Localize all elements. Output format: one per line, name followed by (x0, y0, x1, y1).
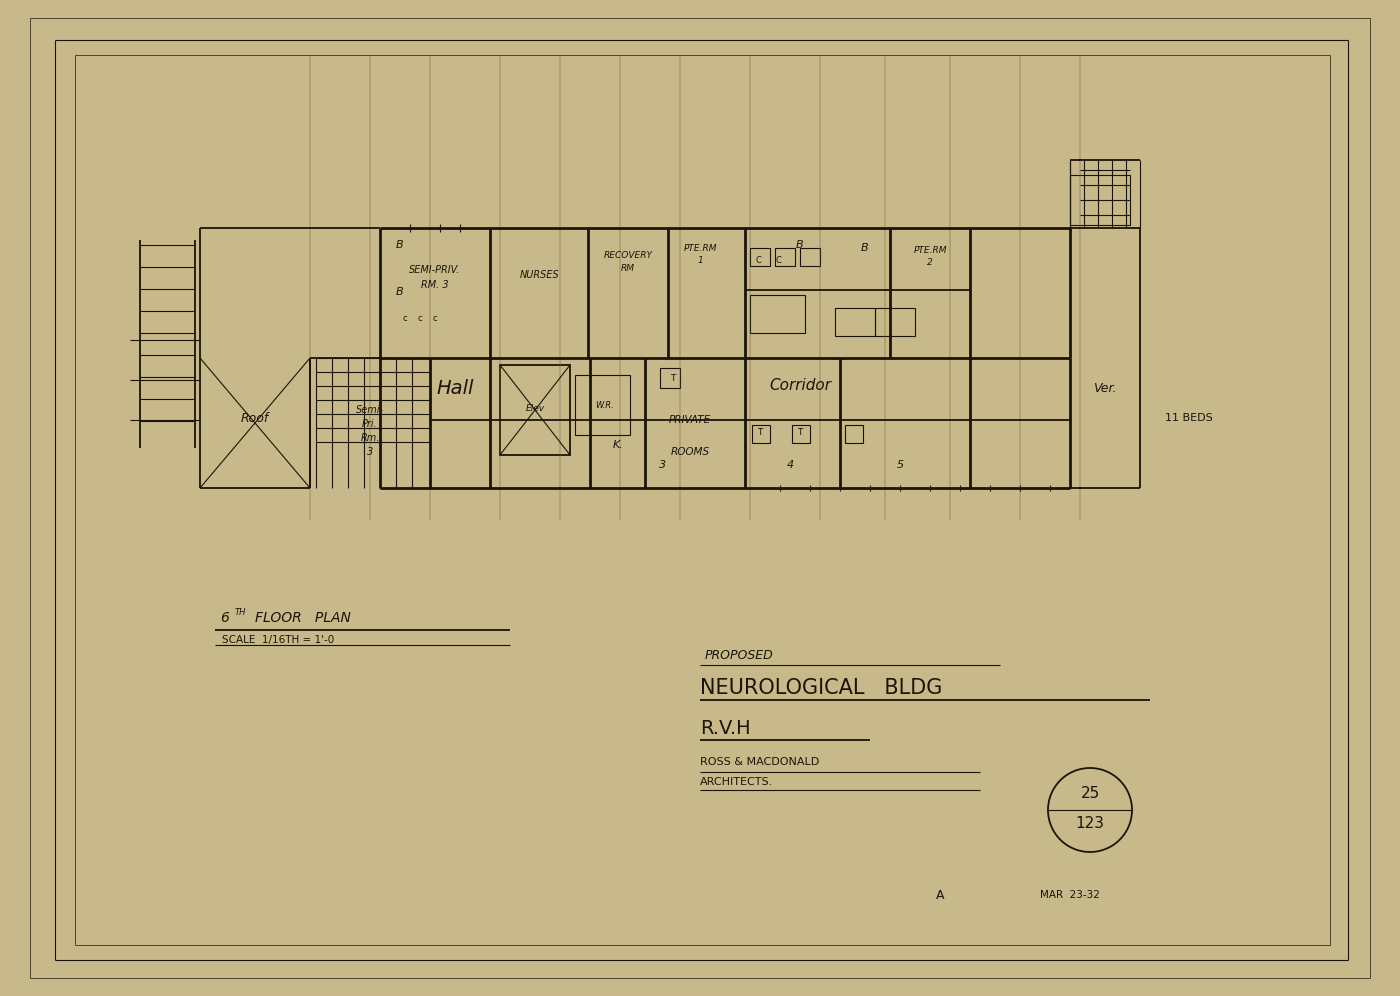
Text: 4: 4 (787, 460, 794, 470)
Text: 3: 3 (367, 447, 374, 457)
Text: K.: K. (613, 440, 623, 450)
Text: 1: 1 (697, 256, 703, 265)
Text: NURSES: NURSES (521, 270, 560, 280)
Text: PROPOSED: PROPOSED (706, 648, 774, 661)
Text: Pri.: Pri. (363, 419, 378, 429)
Text: c: c (433, 314, 437, 323)
Text: Rm.: Rm. (360, 433, 379, 443)
Text: RECOVERY: RECOVERY (603, 251, 652, 260)
Text: T: T (757, 427, 763, 436)
Text: Hall: Hall (437, 378, 473, 397)
Text: 5: 5 (896, 460, 903, 470)
Bar (834, 308, 875, 336)
Text: 123: 123 (1075, 816, 1105, 831)
Text: Elev: Elev (525, 403, 545, 412)
Text: Ver.: Ver. (1093, 381, 1117, 394)
Text: TH: TH (235, 608, 246, 617)
Bar (575, 375, 630, 435)
Text: C: C (755, 256, 762, 265)
Text: T: T (671, 374, 676, 382)
Text: 6: 6 (220, 611, 228, 625)
Text: 25: 25 (1081, 786, 1099, 801)
Bar (752, 425, 770, 443)
Text: T: T (798, 427, 802, 436)
Text: ARCHITECTS.: ARCHITECTS. (700, 777, 773, 787)
Text: PTE.RM: PTE.RM (913, 245, 946, 255)
Bar (750, 248, 770, 266)
Text: 3: 3 (659, 460, 666, 470)
Text: c: c (417, 314, 423, 323)
Bar (792, 425, 811, 443)
Text: RM. 3: RM. 3 (421, 280, 449, 290)
Text: 11 BEDS: 11 BEDS (1165, 413, 1212, 423)
Text: PRIVATE: PRIVATE (669, 415, 711, 425)
Text: B: B (396, 287, 403, 297)
Text: Roof: Roof (241, 411, 269, 424)
Text: MAR  23-32: MAR 23-32 (1040, 890, 1100, 900)
Text: R.V.H: R.V.H (700, 718, 750, 737)
Bar (1070, 175, 1130, 225)
Text: C: C (776, 256, 781, 265)
Text: B: B (861, 243, 869, 253)
Text: NEUROLOGICAL   BLDG: NEUROLOGICAL BLDG (700, 678, 942, 698)
Text: A: A (935, 888, 944, 901)
Text: W.R.: W.R. (595, 400, 615, 409)
Text: ROSS & MACDONALD: ROSS & MACDONALD (700, 757, 819, 767)
Text: SEMI-PRIV.: SEMI-PRIV. (409, 265, 461, 275)
Text: Semi-: Semi- (356, 405, 384, 415)
Text: RM: RM (622, 264, 636, 273)
Text: FLOOR   PLAN: FLOOR PLAN (255, 611, 351, 625)
Bar (846, 425, 862, 443)
Bar (500, 365, 570, 455)
Text: PTE.RM: PTE.RM (683, 243, 717, 253)
Bar (875, 308, 916, 336)
Text: c: c (403, 314, 407, 323)
Bar (776, 248, 795, 266)
Bar (799, 248, 820, 266)
Text: 2: 2 (927, 258, 932, 267)
Bar (750, 295, 805, 333)
Text: SCALE  1/16TH = 1'-0: SCALE 1/16TH = 1'-0 (223, 635, 335, 645)
Text: Corridor: Corridor (769, 377, 832, 392)
Text: ROOMS: ROOMS (671, 447, 710, 457)
Text: B: B (396, 240, 403, 250)
Bar (659, 368, 680, 388)
Text: B: B (797, 240, 804, 250)
